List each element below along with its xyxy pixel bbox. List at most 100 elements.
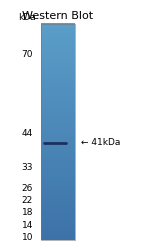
Bar <box>40 169 75 170</box>
Bar <box>40 184 75 185</box>
Bar <box>40 66 75 68</box>
Bar <box>40 67 75 68</box>
Bar <box>40 219 75 221</box>
Bar <box>40 200 75 201</box>
Bar <box>40 175 75 176</box>
Bar <box>40 116 75 118</box>
Text: 26: 26 <box>22 184 33 193</box>
Bar <box>40 192 75 194</box>
Bar <box>40 227 75 228</box>
Bar <box>40 104 75 105</box>
Bar <box>40 176 75 177</box>
Bar <box>40 142 75 144</box>
Bar <box>40 40 75 41</box>
Bar <box>40 156 75 157</box>
Bar <box>40 220 75 222</box>
Bar <box>40 222 75 223</box>
Bar <box>40 218 75 219</box>
Bar <box>40 28 75 30</box>
Bar <box>40 141 75 142</box>
Bar <box>40 196 75 197</box>
Bar <box>40 45 75 47</box>
Bar <box>40 91 75 92</box>
Bar <box>40 121 75 123</box>
Bar <box>40 110 75 111</box>
Bar <box>40 214 75 215</box>
Bar <box>40 234 75 235</box>
Bar <box>40 211 75 212</box>
Bar <box>40 237 75 239</box>
Bar <box>40 49 75 51</box>
Bar <box>40 121 75 122</box>
Bar <box>40 183 75 185</box>
Bar <box>40 159 75 160</box>
Bar <box>40 57 75 58</box>
Bar <box>40 62 75 63</box>
Bar <box>40 23 75 24</box>
Bar <box>40 61 75 62</box>
Bar <box>40 179 75 180</box>
Bar <box>40 27 75 29</box>
Bar <box>40 122 75 124</box>
Bar <box>40 37 75 38</box>
Bar <box>40 56 75 58</box>
Bar <box>40 135 75 136</box>
Bar <box>40 233 75 234</box>
Text: 14: 14 <box>22 221 33 230</box>
Bar <box>40 42 75 43</box>
Bar <box>40 94 75 96</box>
Bar <box>40 63 75 64</box>
Bar <box>40 197 75 198</box>
Bar <box>40 207 75 208</box>
Bar <box>40 65 75 66</box>
Bar <box>40 51 75 53</box>
Bar <box>40 110 75 112</box>
Bar <box>40 25 75 26</box>
Bar <box>40 205 75 206</box>
Bar <box>40 38 75 39</box>
Bar <box>40 134 75 135</box>
Bar <box>40 223 75 224</box>
Bar <box>40 109 75 110</box>
Bar <box>40 88 75 90</box>
Bar <box>40 151 75 152</box>
Bar <box>40 193 75 194</box>
Bar <box>40 29 75 30</box>
Bar <box>40 186 75 187</box>
Bar <box>40 239 75 240</box>
Bar <box>40 74 75 75</box>
Bar <box>40 154 75 156</box>
Bar <box>40 89 75 90</box>
Bar <box>40 120 75 121</box>
Bar <box>40 208 75 209</box>
Bar <box>40 226 75 228</box>
Bar <box>40 180 75 181</box>
Bar <box>40 210 75 211</box>
Bar <box>40 182 75 184</box>
Bar <box>40 142 75 143</box>
Bar <box>40 216 75 217</box>
Bar <box>40 52 75 53</box>
Bar <box>40 44 75 46</box>
Bar <box>40 160 75 162</box>
Bar <box>40 80 75 81</box>
Bar <box>40 124 75 125</box>
Bar <box>40 115 75 116</box>
Bar <box>40 219 75 220</box>
Bar <box>40 162 75 163</box>
Bar <box>40 82 75 84</box>
Bar <box>40 214 75 216</box>
Bar <box>40 149 75 151</box>
Bar <box>40 54 75 55</box>
Bar <box>40 107 75 108</box>
Text: 10: 10 <box>21 233 33 242</box>
Bar <box>40 238 75 240</box>
Bar <box>40 139 75 140</box>
Bar <box>40 174 75 175</box>
Bar <box>40 173 75 174</box>
Text: 70: 70 <box>21 50 33 59</box>
Text: 22: 22 <box>22 196 33 205</box>
Bar <box>40 202 75 204</box>
Bar <box>40 215 75 217</box>
Bar <box>40 132 75 134</box>
